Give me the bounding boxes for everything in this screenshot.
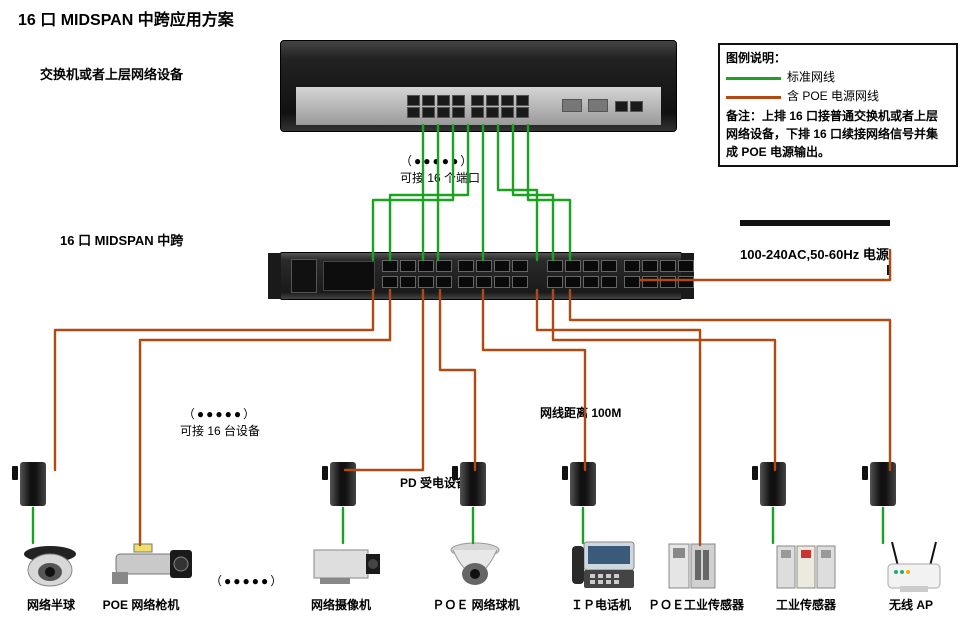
ports-caption: （●●●●●） 可接 16 个端口 (400, 152, 480, 186)
device-label-4: ＩＰ电话机 (546, 596, 656, 613)
mid-dots: （●●●●●） (210, 572, 284, 589)
device-7 (880, 540, 948, 601)
device-0 (20, 540, 80, 593)
power-tick (887, 265, 890, 275)
devices-dots: （●●●●●） (183, 407, 257, 421)
midspan-label: 16 口 MIDSPAN 中跨 (60, 230, 183, 249)
legend-title: 图例说明： (726, 49, 950, 68)
psu-adapter (870, 462, 896, 506)
power-bar (740, 220, 890, 226)
devices-caption: （●●●●●） 可接 16 台设备 (180, 405, 260, 439)
devices-text: 可接 16 台设备 (180, 424, 260, 438)
device-label-3: ＰＯＥ 网络球机 (421, 596, 531, 613)
device-1 (110, 540, 198, 593)
psu-adapter (570, 462, 596, 506)
device-5 (665, 540, 721, 597)
legend-std: 标准网线 (787, 70, 835, 84)
device-label-1: POE 网络枪机 (86, 596, 196, 613)
psu-adapter (460, 462, 486, 506)
psu-adapter (760, 462, 786, 506)
legend-poe: 含 POE 电源网线 (787, 89, 879, 103)
psu-adapter (330, 462, 356, 506)
diagram-title: 16 口 MIDSPAN 中跨应用方案 (18, 6, 234, 30)
device-6 (775, 540, 839, 597)
midspan-device (280, 252, 682, 300)
upper-switch-label: 交换机或者上层网络设备 (40, 64, 183, 83)
legend-note: 备注：上排 16 口接普通交换机或者上层网络设备，下排 16 口续接网络信号并集… (726, 107, 950, 161)
ports-text: 可接 16 个端口 (400, 171, 480, 185)
device-label-7: 无线 AP (856, 596, 966, 613)
psu-adapter (20, 462, 46, 506)
device-4 (570, 540, 642, 597)
power-label: 100-240AC,50-60Hz 电源 (740, 244, 889, 263)
device-label-5: ＰＯＥ工业传感器 (641, 596, 751, 613)
upper-switch (280, 40, 677, 132)
device-label-2: 网络摄像机 (286, 596, 396, 613)
ports-dots: （●●●●●） (400, 154, 474, 168)
device-2 (310, 540, 382, 593)
distance-label: 网线距离 100M (540, 404, 621, 421)
device-label-6: 工业传感器 (751, 596, 861, 613)
legend-box: 图例说明： 标准网线 含 POE 电源网线 备注：上排 16 口接普通交换机或者… (718, 43, 958, 167)
device-3 (445, 540, 505, 597)
